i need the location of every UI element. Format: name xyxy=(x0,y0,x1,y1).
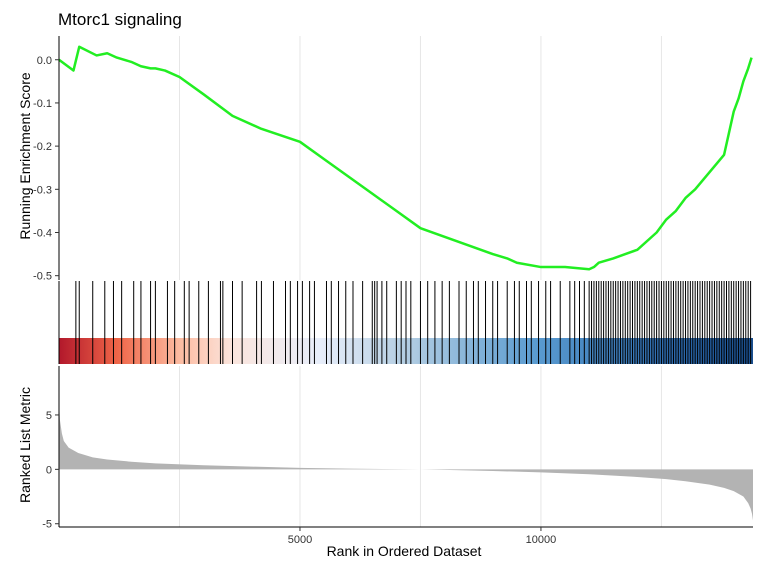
x-axis-label: Rank in Ordered Dataset xyxy=(0,543,768,559)
metric-y-tick-label: -5 xyxy=(42,519,52,531)
enrichment-line xyxy=(58,45,753,271)
metric-y-tick-label: 5 xyxy=(46,410,52,422)
x-axis-label-text: Rank in Ordered Dataset xyxy=(326,543,482,559)
enrichment-y-tick-label: -0.3 xyxy=(33,184,52,196)
metric-y-tick-label: 0 xyxy=(46,464,52,476)
axes-layer: 0.0 -0.1 -0.2 -0.3 -0.4 -0.5 5 0 -5 5000 10000 xyxy=(33,36,753,546)
enrichment-y-tick-label: -0.5 xyxy=(33,271,52,283)
enrichment-y-tick-label: 0.0 xyxy=(37,55,52,67)
enrichment-y-tick-label: -0.4 xyxy=(33,227,52,239)
metric-area xyxy=(59,400,753,521)
enrichment-y-tick-label: -0.1 xyxy=(33,98,52,110)
enrichment-y-tick-label: -0.2 xyxy=(33,141,52,153)
hits-layer xyxy=(59,281,753,364)
metric-layer xyxy=(59,400,753,521)
grid-layer xyxy=(178,36,662,527)
x-tick-label: 5000 xyxy=(288,534,312,546)
x-tick-label: 10000 xyxy=(526,534,557,546)
enrichment-layer xyxy=(58,45,753,271)
chart-title: Mtorc1 signaling xyxy=(58,10,182,29)
